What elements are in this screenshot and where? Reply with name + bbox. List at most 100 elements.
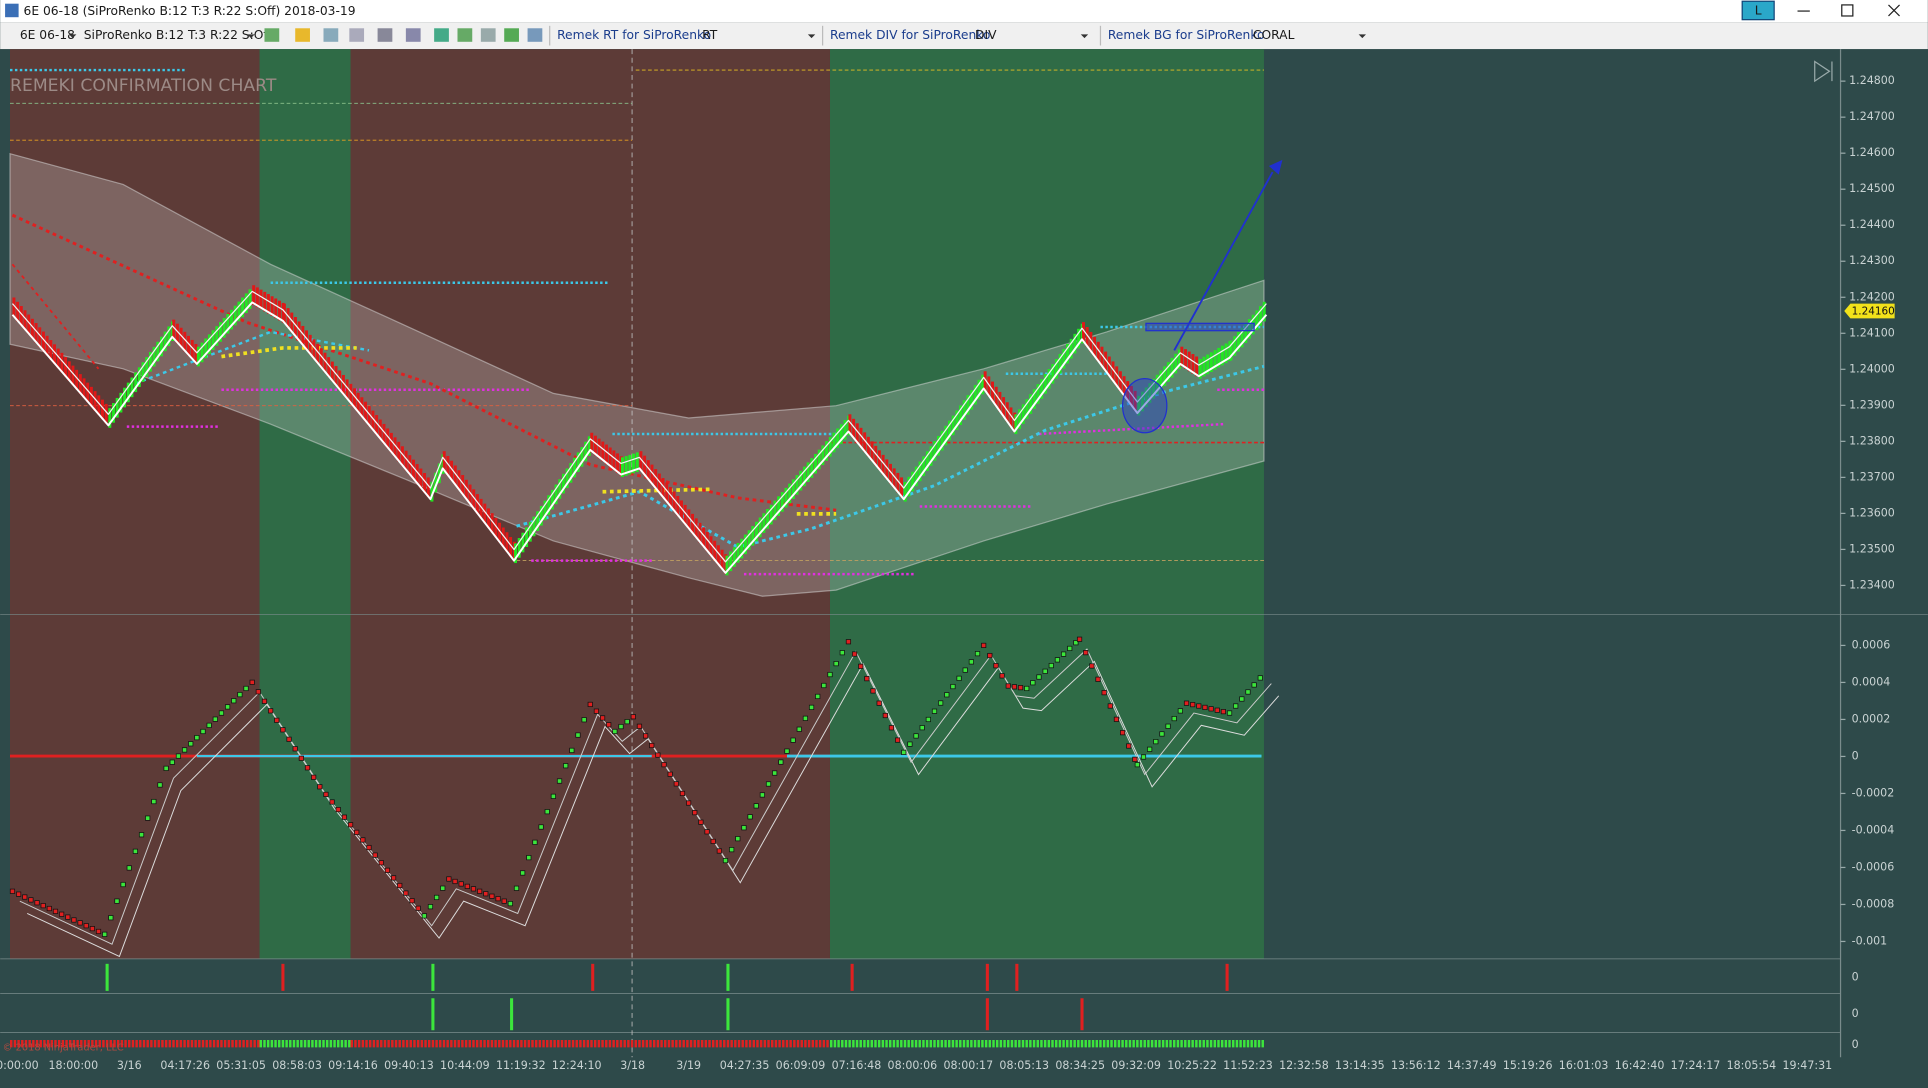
rising-dot xyxy=(1073,640,1079,646)
down-brick xyxy=(1195,356,1199,377)
last-price: 1.24160 xyxy=(1852,306,1895,318)
up-brick xyxy=(791,479,795,500)
up-brick xyxy=(152,346,156,367)
scroll-end-button[interactable] xyxy=(1814,60,1833,83)
down-brick xyxy=(286,308,290,328)
rising-dot xyxy=(1226,710,1233,716)
oscillator-axis-label: 0.0002 xyxy=(1852,712,1891,725)
up-brick xyxy=(1032,389,1036,409)
restore-button[interactable] xyxy=(1841,4,1854,17)
dropdown-arrow[interactable] xyxy=(69,34,77,39)
falling-dot xyxy=(501,898,507,904)
falling-dot xyxy=(661,762,667,768)
oscillator-axis-label: 0.0004 xyxy=(1852,675,1891,688)
dropdown-arrow[interactable] xyxy=(807,34,816,39)
falling-dot xyxy=(415,905,421,911)
rising-dot xyxy=(772,770,778,776)
indicator-value[interactable]: DIV xyxy=(975,28,997,42)
down-brick xyxy=(367,406,371,426)
up-brick xyxy=(784,487,788,508)
time-axis-label: 16:01:03 xyxy=(1559,1059,1609,1072)
up-brick xyxy=(951,415,955,436)
falling-dot xyxy=(59,911,65,917)
down-brick xyxy=(45,335,49,356)
rising-dot xyxy=(1245,689,1251,695)
falling-dot xyxy=(34,900,40,906)
falling-dot xyxy=(630,714,636,720)
falling-dot xyxy=(649,742,655,749)
down-brick xyxy=(1104,351,1108,372)
close-button[interactable] xyxy=(1888,4,1900,17)
link-button-label[interactable]: L xyxy=(1755,4,1762,18)
falling-dot xyxy=(89,926,95,932)
down-brick xyxy=(498,522,502,543)
falling-dot xyxy=(360,837,366,843)
down-brick xyxy=(889,463,892,484)
indicator-value[interactable]: RT xyxy=(702,28,718,42)
bullish-background xyxy=(829,49,1264,959)
price-axis-label: 1.24500 xyxy=(1849,182,1895,195)
up-brick xyxy=(1051,364,1055,384)
rising-dot xyxy=(507,901,513,907)
up-brick xyxy=(521,532,525,553)
down-brick xyxy=(676,495,680,516)
down-brick xyxy=(1126,381,1130,401)
falling-dot xyxy=(1208,706,1214,712)
up-brick xyxy=(550,489,554,510)
falling-dot xyxy=(1083,650,1089,656)
down-brick xyxy=(27,314,31,335)
down-brick xyxy=(661,478,665,498)
up-brick xyxy=(1209,352,1213,373)
down-brick xyxy=(19,306,23,326)
toolbar-icons[interactable] xyxy=(264,28,543,42)
rising-dot xyxy=(563,763,569,769)
rising-dot xyxy=(784,748,790,754)
link-button[interactable] xyxy=(1741,0,1775,21)
falling-dot xyxy=(495,896,501,902)
down-brick xyxy=(612,450,616,471)
dropdown-arrow[interactable] xyxy=(1358,34,1367,39)
falling-dot xyxy=(710,838,716,844)
time-axis-label: 08:00:17 xyxy=(943,1059,993,1072)
indicator-value[interactable]: CORAL xyxy=(1253,28,1295,42)
price-axis-label: 1.23700 xyxy=(1849,470,1895,483)
up-brick xyxy=(1018,409,1022,429)
falling-dot xyxy=(1214,707,1220,713)
dropdown-arrow[interactable] xyxy=(1080,34,1089,39)
indicator-name: Remek DIV for SiProRenko xyxy=(830,28,990,42)
down-brick xyxy=(187,335,190,356)
rising-dot xyxy=(1048,662,1054,669)
down-brick xyxy=(874,445,878,466)
up-brick xyxy=(911,471,915,492)
falling-dot xyxy=(65,914,71,920)
down-brick xyxy=(877,450,881,471)
falling-dot xyxy=(292,746,298,752)
rising-dot xyxy=(243,685,249,692)
down-brick xyxy=(987,376,991,397)
up-brick xyxy=(922,456,926,477)
up-brick xyxy=(1174,353,1178,374)
rising-dot xyxy=(206,722,212,728)
down-brick xyxy=(1002,397,1006,417)
up-brick xyxy=(539,505,543,526)
down-brick xyxy=(702,527,706,547)
rising-dot xyxy=(1257,675,1263,681)
down-brick xyxy=(67,361,71,382)
instrument-selector[interactable]: 6E 06-18 xyxy=(20,28,75,42)
rising-dot xyxy=(108,915,114,921)
time-axis-label: 09:40:13 xyxy=(384,1059,434,1072)
down-brick xyxy=(341,374,345,395)
dropdown-arrow[interactable] xyxy=(247,34,255,39)
oscillator-axis-label: 0.0006 xyxy=(1852,638,1891,651)
down-brick xyxy=(371,410,375,431)
rising-dot xyxy=(1036,674,1042,680)
down-brick xyxy=(190,339,194,360)
bar-type-selector[interactable]: SiProRenko B:12 T:3 R:22 S:Off xyxy=(84,28,273,42)
time-axis-label: 09:14:16 xyxy=(328,1059,378,1072)
falling-dot xyxy=(335,807,341,813)
rising-dot xyxy=(569,747,575,753)
rising-dot xyxy=(765,781,772,787)
up-brick xyxy=(1259,306,1263,326)
down-brick xyxy=(475,494,479,514)
time-axis-label: 07:16:48 xyxy=(832,1059,882,1072)
